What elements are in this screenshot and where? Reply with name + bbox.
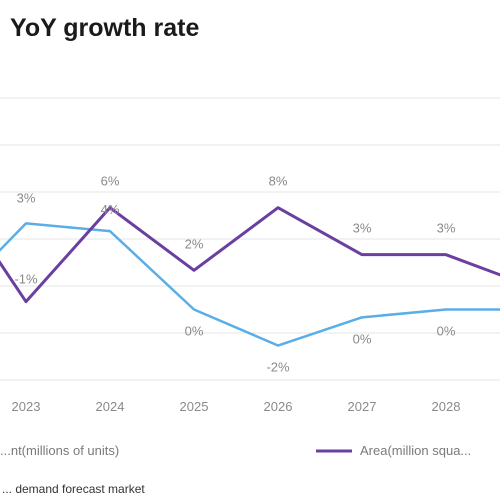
data-label: 0% [353, 331, 372, 346]
x-tick-label: 2023 [12, 399, 41, 414]
x-tick-label: 2028 [432, 399, 461, 414]
legend-label: ...nt(millions of units) [0, 443, 119, 458]
series-lines [0, 206, 500, 347]
data-labels: 3% 4% 0% -2% 0% 0% -1% 6% 2% 8% 3% 3% [14, 174, 455, 375]
x-tick-label: 2027 [348, 399, 377, 414]
data-label: 0% [185, 324, 204, 339]
data-label: 0% [437, 324, 456, 339]
series-line [0, 206, 500, 304]
data-label: 3% [353, 221, 372, 236]
data-label: 3% [17, 190, 36, 205]
footnote: ... demand forecast market [2, 482, 145, 496]
x-axis-ticks: 2023 2024 2025 2026 2027 2028 [12, 399, 461, 414]
x-tick-label: 2026 [264, 399, 293, 414]
legend: ...nt(millions of units) Area(million squ… [0, 443, 471, 458]
data-label: 8% [269, 174, 288, 189]
gridlines [0, 97, 500, 381]
legend-label: Area(million squa... [360, 443, 471, 458]
data-label: -2% [266, 360, 290, 375]
series-line [0, 222, 500, 347]
x-tick-label: 2024 [96, 399, 125, 414]
chart-title: YoY growth rate [10, 14, 200, 42]
data-label: 3% [437, 221, 456, 236]
x-tick-label: 2025 [180, 399, 209, 414]
data-label: 4% [101, 202, 120, 217]
data-label: 6% [101, 174, 120, 189]
data-label: 2% [185, 236, 204, 251]
data-label: -1% [14, 272, 38, 287]
